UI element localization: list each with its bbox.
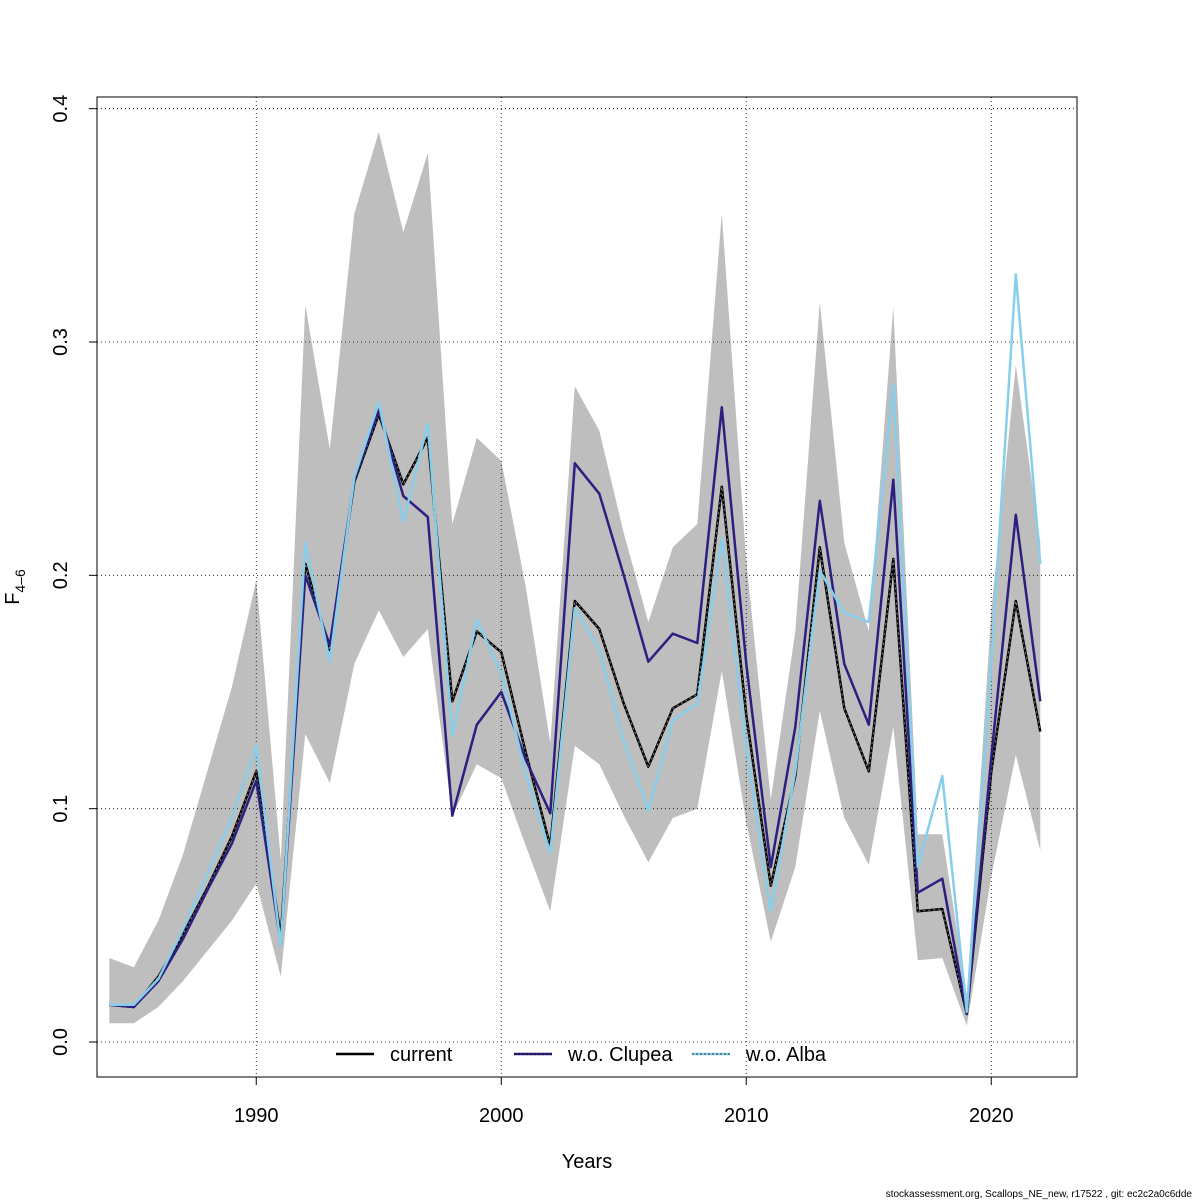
footer-note: stockassessment.org, Scallops_NE_new, r1… (886, 1189, 1193, 1200)
x-tick-label: 1990 (234, 1105, 279, 1127)
y-tick-label: 0.0 (50, 1028, 72, 1056)
x-axis: 1990 2000 2010 2020 (234, 1077, 1014, 1127)
series-layer (109, 273, 1042, 1016)
y-tick-label: 0.2 (50, 561, 72, 589)
confidence-band-layer (109, 132, 1041, 1026)
series-line-w-o-alba (109, 273, 1042, 1013)
x-tick-label: 2000 (479, 1105, 524, 1127)
series-line-w-o-clupea (109, 406, 1042, 1016)
legend-label-w-o-alba: w.o. Alba (745, 1044, 827, 1066)
x-tick-label: 2020 (969, 1105, 1014, 1127)
plot-frame (96, 96, 1078, 1078)
series-line-current-dotted (109, 412, 1041, 1015)
y-axis: 0.0 0.1 0.2 0.3 0.4 (50, 95, 97, 1056)
legend-label-w-o-clupea: w.o. Clupea (567, 1044, 673, 1066)
y-axis-title-sub: 4–6 (12, 569, 28, 593)
x-axis-title: Years (562, 1151, 612, 1173)
x-tick-label: 2010 (724, 1105, 769, 1127)
legend-label-current: current (390, 1044, 453, 1066)
y-axis-title-group: F4–6 (2, 569, 28, 605)
y-tick-label: 0.3 (50, 328, 72, 356)
y-axis-title: F4–6 (2, 569, 28, 605)
y-tick-label: 0.4 (50, 95, 72, 123)
legend: current w.o. Clupea w.o. Alba (336, 1044, 827, 1066)
y-tick-label: 0.1 (50, 795, 72, 823)
confidence-band (109, 132, 1041, 1026)
y-axis-title-main: F (2, 593, 24, 605)
